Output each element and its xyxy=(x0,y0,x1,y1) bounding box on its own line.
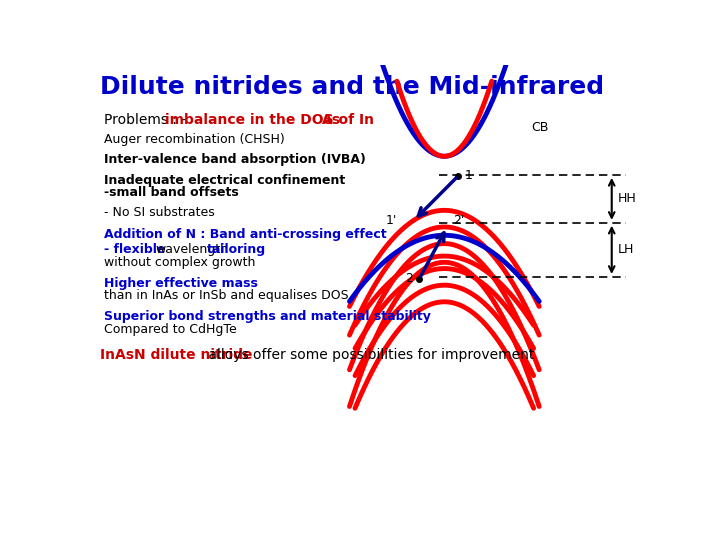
Text: LH: LH xyxy=(617,244,634,256)
Text: Dilute nitrides and the Mid-infrared: Dilute nitrides and the Mid-infrared xyxy=(100,75,604,99)
Text: - No SI substrates: - No SI substrates xyxy=(104,206,215,219)
Text: 1': 1' xyxy=(385,214,397,227)
Text: Compared to CdHgTe: Compared to CdHgTe xyxy=(104,322,237,335)
Text: As: As xyxy=(322,113,341,126)
Text: Inter-valence band absorption (IVBA): Inter-valence band absorption (IVBA) xyxy=(104,153,366,166)
Text: Superior bond strengths and material stability: Superior bond strengths and material sta… xyxy=(104,310,431,323)
Text: Inadequate electrical confinement: Inadequate electrical confinement xyxy=(104,174,345,187)
Text: wavelength: wavelength xyxy=(156,243,228,256)
Text: HH: HH xyxy=(617,192,636,205)
Text: imbalance in the DOS of In: imbalance in the DOS of In xyxy=(166,113,374,126)
Text: tailoring: tailoring xyxy=(207,243,266,256)
Text: 2': 2' xyxy=(453,214,464,227)
Text: Auger recombination (CHSH): Auger recombination (CHSH) xyxy=(104,133,284,146)
Text: InAsN dilute nitride: InAsN dilute nitride xyxy=(100,348,253,362)
Text: alloys offer some possibilities for improvement: alloys offer some possibilities for impr… xyxy=(204,348,535,362)
Text: Problems : -: Problems : - xyxy=(104,113,191,126)
Text: - flexible: - flexible xyxy=(104,243,166,256)
Text: -small band offsets: -small band offsets xyxy=(104,186,239,199)
Text: than in InAs or InSb and equalises DOS: than in InAs or InSb and equalises DOS xyxy=(104,289,348,302)
Text: Higher effective mass: Higher effective mass xyxy=(104,277,258,290)
Text: CB: CB xyxy=(531,120,548,134)
Text: 2: 2 xyxy=(405,273,413,286)
Text: 1: 1 xyxy=(465,170,473,183)
Text: Addition of N : Band anti-crossing effect: Addition of N : Band anti-crossing effec… xyxy=(104,228,387,241)
Text: without complex growth: without complex growth xyxy=(104,256,256,269)
